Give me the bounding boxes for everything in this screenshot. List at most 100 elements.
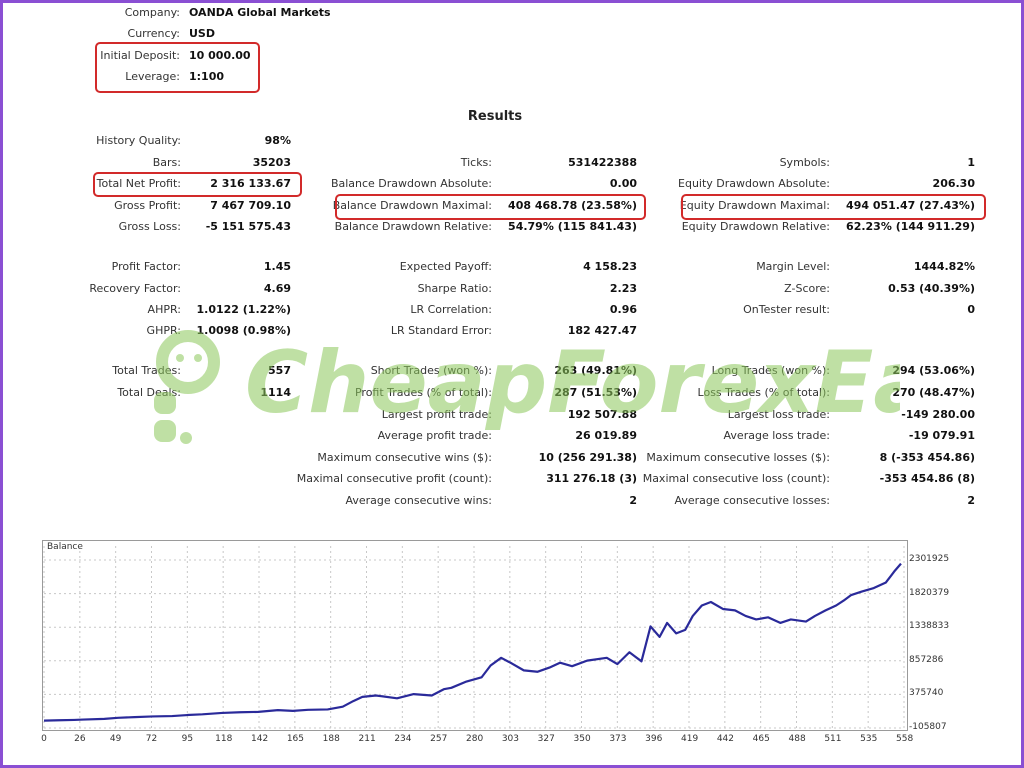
col2-value-6: 0.96 <box>609 303 637 316</box>
col3-value-11: 8 (-353 454.86) <box>879 451 975 464</box>
col1-label-6: Recovery Factor: <box>89 282 181 295</box>
col2-label-1: Balance Drawdown Absolute: <box>330 177 492 190</box>
x-tick-label: 0 <box>41 734 47 744</box>
col1-label-1: Bars: <box>152 156 181 169</box>
x-tick-label: 419 <box>681 734 699 744</box>
balance-chart <box>42 540 908 731</box>
col3-label-4: Margin Level: <box>756 260 830 273</box>
col2-label-4: Expected Payoff: <box>399 260 492 273</box>
x-tick-label: 327 <box>537 734 555 744</box>
col3-label-2: Equity Drawdown Maximal: <box>679 199 830 212</box>
col1-label-3: Gross Profit: <box>114 199 181 212</box>
col2-value-10: 192 507.88 <box>567 408 637 421</box>
col2-label-11: Average profit trade: <box>377 429 492 442</box>
x-tick-label: 142 <box>251 734 269 744</box>
results-title: Results <box>467 109 523 124</box>
col2-value-4: 4 158.23 <box>583 260 637 273</box>
company-label: Company: <box>124 6 180 19</box>
col3-value-13: 2 <box>967 494 975 507</box>
col2-value-3: 54.79% (115 841.43) <box>508 220 637 233</box>
x-tick-label: 511 <box>824 734 842 744</box>
col2-label-8: Short Trades (won %): <box>370 364 492 377</box>
col1-label-4: Gross Loss: <box>118 220 181 233</box>
x-tick-label: 488 <box>788 734 806 744</box>
col1-label-8: GHPR: <box>146 324 181 337</box>
col2-value-7: 182 427.47 <box>567 324 637 337</box>
col3-label-9: Largest loss trade: <box>727 408 830 421</box>
col1-value-0: 98% <box>264 134 291 147</box>
x-tick-label: 396 <box>645 734 663 744</box>
col1-value-2: 2 316 133.67 <box>210 177 291 190</box>
col1-label-10: Total Deals: <box>117 386 181 399</box>
col2-value-12: 10 (256 291.38) <box>538 451 637 464</box>
x-tick-label: 303 <box>501 734 520 744</box>
x-tick-label: 165 <box>286 734 305 744</box>
leverage-value: 1:100 <box>189 70 225 83</box>
x-tick-label: 95 <box>181 734 194 744</box>
col3-value-1: 206.30 <box>932 177 975 190</box>
col3-label-5: Z-Score: <box>784 282 830 295</box>
col1-label-2: Total Net Profit: <box>96 177 181 190</box>
leverage-label: Leverage: <box>125 70 180 83</box>
chart-title: Balance <box>47 542 83 552</box>
currency-value: USD <box>189 27 215 40</box>
col2-value-14: 2 <box>629 494 637 507</box>
col3-value-6: 0 <box>967 303 975 316</box>
currency-label: Currency: <box>127 27 180 40</box>
x-tick-label: 280 <box>466 734 484 744</box>
col3-label-0: Symbols: <box>779 156 830 169</box>
col1-value-9: 557 <box>268 364 291 377</box>
col3-value-12: -353 454.86 (8) <box>879 472 975 485</box>
col2-label-2: Balance Drawdown Maximal: <box>332 199 492 212</box>
col3-value-3: 62.23% (144 911.29) <box>846 220 975 233</box>
y-tick-label: -105807 <box>909 722 947 732</box>
col3-label-12: Maximal consecutive loss (count): <box>642 472 830 485</box>
col2-value-5: 2.23 <box>609 282 637 295</box>
company-value: OANDA Global Markets <box>189 6 331 19</box>
y-tick-label: 2301925 <box>909 554 950 564</box>
y-tick-label: 1338833 <box>909 621 950 632</box>
x-tick-label: 188 <box>322 734 340 744</box>
col2-label-3: Balance Drawdown Relative: <box>334 220 492 233</box>
x-tick-label: 118 <box>215 734 233 744</box>
net-profit-highlight-box <box>93 172 302 197</box>
x-tick-label: 26 <box>74 734 86 744</box>
x-tick-label: 535 <box>860 734 878 744</box>
col1-label-9: Total Trades: <box>112 364 181 377</box>
deposit-highlight-box <box>95 42 260 93</box>
col3-value-9: -149 280.00 <box>901 408 975 421</box>
col3-label-6: OnTester result: <box>743 303 830 316</box>
col3-label-3: Equity Drawdown Relative: <box>681 220 830 233</box>
col2-value-11: 26 019.89 <box>575 429 637 442</box>
col2-value-8: 263 (49.81%) <box>554 364 637 377</box>
col3-value-2: 494 051.47 (27.43%) <box>846 199 975 212</box>
col3-label-10: Average loss trade: <box>723 429 830 442</box>
col3-label-7: Long Trades (won %): <box>711 364 830 377</box>
col1-label-0: History Quality: <box>96 134 181 147</box>
col1-label-5: Profit Factor: <box>111 260 181 273</box>
x-tick-label: 72 <box>145 734 158 744</box>
col1-value-1: 35203 <box>252 156 291 169</box>
col2-label-14: Average consecutive wins: <box>345 494 492 507</box>
x-tick-label: 257 <box>430 734 448 744</box>
x-tick-label: 465 <box>752 734 770 744</box>
col1-value-8: 1.0098 (0.98%) <box>196 324 292 337</box>
col2-label-9: Profit Trades (% of total): <box>354 386 492 399</box>
col1-value-5: 1.45 <box>263 260 291 273</box>
col1-value-7: 1.0122 (1.22%) <box>196 303 292 316</box>
y-tick-label: 375740 <box>909 688 944 699</box>
initial-deposit-label: Initial Deposit: <box>100 49 180 62</box>
col2-label-12: Maximum consecutive wins ($): <box>317 451 492 464</box>
x-tick-label: 350 <box>573 734 591 744</box>
x-tick-label: 49 <box>109 734 122 744</box>
y-tick-label: 1820379 <box>909 587 950 598</box>
equity-drawdown-highlight-box <box>681 194 986 220</box>
col2-label-6: LR Correlation: <box>410 303 492 316</box>
col3-label-11: Maximum consecutive losses ($): <box>646 451 830 464</box>
col1-value-6: 4.69 <box>263 282 291 295</box>
col3-value-5: 0.53 (40.39%) <box>888 282 975 295</box>
col3-value-0: 1 <box>967 156 975 169</box>
col3-label-1: Equity Drawdown Absolute: <box>678 177 830 190</box>
col1-label-7: AHPR: <box>147 303 181 316</box>
col2-value-0: 531422388 <box>568 156 637 169</box>
